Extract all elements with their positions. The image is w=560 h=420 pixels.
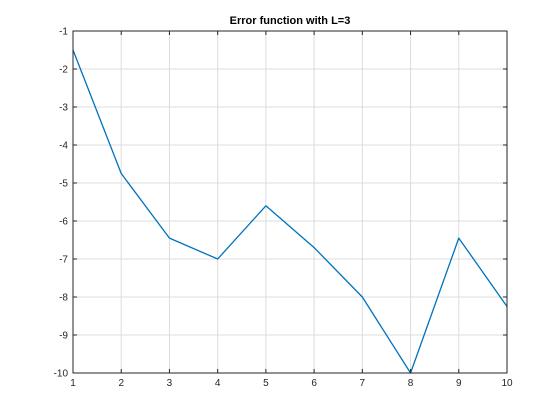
- chart-title: Error function with L=3: [230, 15, 351, 27]
- x-tick-label: 4: [215, 378, 221, 389]
- y-tick-label: -10: [54, 369, 69, 380]
- x-tick-label: 8: [408, 378, 414, 389]
- x-tick-label: 5: [263, 378, 269, 389]
- x-tick-label: 6: [311, 378, 317, 389]
- axes-box: [72, 30, 508, 374]
- x-tick-label: 1: [70, 378, 76, 389]
- y-tick-label: -1: [59, 27, 68, 38]
- x-tick-labels: 1 2 3 4 5 6 7 8 9 10: [70, 378, 513, 389]
- x-tick-label: 3: [167, 378, 173, 389]
- y-tick-labels: -1 -2 -3 -4 -5 -6 -7 -8 -9 -10: [54, 27, 69, 380]
- y-tick-label: -4: [59, 141, 68, 152]
- y-tick-label: -7: [59, 255, 68, 266]
- y-tick-label: -5: [59, 179, 68, 190]
- y-tick-label: -9: [59, 331, 68, 342]
- x-tick-label: 9: [456, 378, 462, 389]
- x-tick-label: 2: [118, 378, 124, 389]
- y-tick-label: -3: [59, 103, 68, 114]
- series-layer: [72, 49, 508, 374]
- y-tick-label: -6: [59, 217, 68, 228]
- x-tick-label: 7: [360, 378, 366, 389]
- y-tick-label: -8: [59, 293, 68, 304]
- series-line: [72, 49, 508, 374]
- grid-lines: [73, 31, 507, 373]
- x-tick-label: 10: [501, 378, 513, 389]
- tick-marks: [72, 30, 508, 374]
- y-tick-label: -2: [59, 65, 68, 76]
- plot-area: [73, 31, 507, 373]
